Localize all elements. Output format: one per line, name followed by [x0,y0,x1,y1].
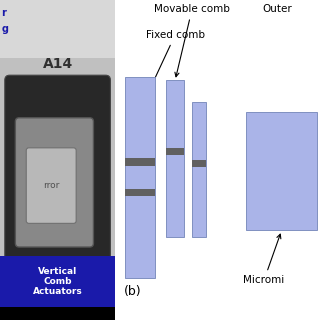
Bar [0,256,115,307]
Text: Outer: Outer [262,4,292,14]
Text: (b): (b) [124,285,142,298]
Text: Fixed comb: Fixed comb [141,30,204,108]
Text: r: r [2,8,6,18]
Text: g: g [2,24,9,34]
Bar [0,307,115,320]
Text: A14: A14 [43,57,73,71]
Bar [192,160,206,167]
Bar [125,158,155,165]
FancyBboxPatch shape [15,118,93,247]
Text: Micromi: Micromi [244,234,284,285]
FancyBboxPatch shape [5,75,110,277]
Bar [166,148,184,155]
Bar [0,0,115,58]
Bar [246,112,317,230]
Bar [125,77,155,278]
Bar [0,0,115,256]
Text: Vertical
Comb
Actuators: Vertical Comb Actuators [33,267,83,297]
Bar [125,189,155,196]
FancyBboxPatch shape [26,148,76,223]
Bar [166,80,184,237]
Bar [192,102,206,237]
Text: rror: rror [43,181,60,190]
Text: Movable comb: Movable comb [154,4,230,77]
